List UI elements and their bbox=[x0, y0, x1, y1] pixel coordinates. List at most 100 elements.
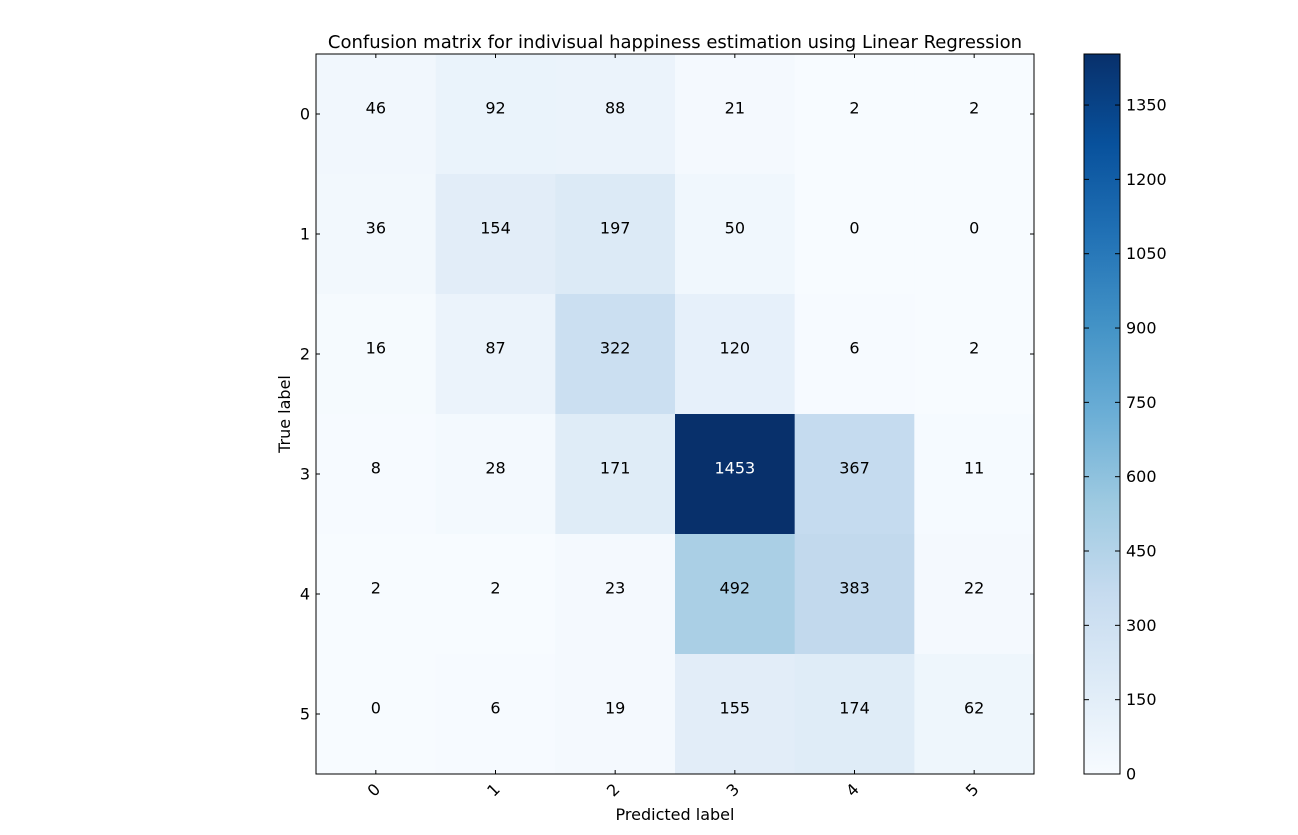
cell-value-r1-c3: 50 bbox=[725, 219, 745, 238]
heatmap-cell-r1-c0 bbox=[316, 174, 437, 295]
heatmap-cell-r1-c3 bbox=[675, 174, 796, 295]
y-tick-label-1: 1 bbox=[300, 225, 310, 244]
heatmap-cell-r0-c4 bbox=[794, 54, 915, 175]
cell-value-r5-c3: 155 bbox=[720, 699, 751, 718]
cell-value-r5-c0: 0 bbox=[371, 699, 381, 718]
cell-value-r2-c5: 2 bbox=[969, 339, 979, 358]
heatmap-cell-r3-c3 bbox=[675, 414, 796, 535]
cell-value-r5-c2: 19 bbox=[605, 699, 625, 718]
cell-value-r0-c5: 2 bbox=[969, 99, 979, 118]
colorbar-tick-label-3: 450 bbox=[1126, 542, 1157, 561]
colorbar-tick-label-8: 1200 bbox=[1126, 170, 1167, 189]
heatmap-cell-r4-c5 bbox=[914, 534, 1035, 655]
colorbar bbox=[1083, 53, 1121, 775]
chart-title: Confusion matrix for indivisual happines… bbox=[328, 32, 1022, 53]
cell-value-r5-c4: 174 bbox=[839, 699, 870, 718]
colorbar-tick-label-0: 0 bbox=[1126, 765, 1136, 784]
cell-value-r4-c4: 383 bbox=[839, 579, 870, 598]
x-tick-label-4: 4 bbox=[842, 780, 863, 801]
cell-value-r1-c4: 0 bbox=[849, 219, 859, 238]
x-axis-label: Predicted label bbox=[616, 805, 735, 824]
cell-value-r4-c2: 23 bbox=[605, 579, 625, 598]
cell-value-r0-c1: 92 bbox=[485, 99, 505, 118]
heatmap-cell-labels: 46 92 88 21 2 236 154 197 50 0 016 87 322 120 6 28 28 171… bbox=[366, 99, 985, 718]
colorbar-tick-label-1: 150 bbox=[1126, 690, 1157, 709]
cell-value-r3-c2: 171 bbox=[600, 459, 631, 478]
heatmap-cell-r3-c2 bbox=[555, 414, 676, 535]
heatmap-cell-r4-c4 bbox=[794, 534, 915, 655]
cell-value-r1-c1: 154 bbox=[480, 219, 511, 238]
cell-value-r5-c1: 6 bbox=[490, 699, 500, 718]
x-tick-label-0: 0 bbox=[364, 780, 385, 801]
colorbar-tick-label-7: 1050 bbox=[1126, 244, 1167, 263]
cell-value-r4-c0: 2 bbox=[371, 579, 381, 598]
colorbar-tick-label-9: 1350 bbox=[1126, 96, 1167, 115]
cell-value-r2-c3: 120 bbox=[720, 339, 751, 358]
heatmap-cell-r0-c5 bbox=[914, 54, 1035, 175]
heatmap-cell-r0-c0 bbox=[316, 54, 437, 175]
heatmap-cell-r1-c4 bbox=[794, 174, 915, 295]
colorbar-tick-label-5: 750 bbox=[1126, 393, 1157, 412]
x-tick-label-2: 2 bbox=[603, 780, 624, 801]
cell-value-r4-c3: 492 bbox=[720, 579, 751, 598]
y-tick-label-4: 4 bbox=[300, 585, 310, 604]
cell-value-r0-c4: 2 bbox=[849, 99, 859, 118]
colorbar-tick-label-4: 600 bbox=[1126, 467, 1157, 486]
cell-value-r1-c5: 0 bbox=[969, 219, 979, 238]
heatmap-cell-r2-c1 bbox=[435, 294, 556, 415]
x-tick-label-5: 5 bbox=[962, 780, 983, 801]
cell-value-r4-c5: 22 bbox=[964, 579, 984, 598]
y-axis-label: True label bbox=[275, 375, 294, 454]
cell-value-r1-c0: 36 bbox=[366, 219, 386, 238]
colorbar-tick-label-2: 300 bbox=[1126, 616, 1157, 635]
cell-value-r4-c1: 2 bbox=[490, 579, 500, 598]
heatmap-cell-r3-c1 bbox=[435, 414, 556, 535]
y-tick-label-0: 0 bbox=[300, 105, 310, 124]
cell-value-r2-c0: 16 bbox=[366, 339, 386, 358]
heatmap-cell-r1-c5 bbox=[914, 174, 1035, 295]
heatmap-cell-r2-c2 bbox=[555, 294, 676, 415]
cell-value-r0-c2: 88 bbox=[605, 99, 625, 118]
cell-value-r3-c1: 28 bbox=[485, 459, 505, 478]
x-tick-label-1: 1 bbox=[483, 780, 504, 801]
heatmap-cell-r0-c3 bbox=[675, 54, 796, 175]
heatmap-cell-r5-c2 bbox=[555, 654, 676, 775]
cell-value-r3-c3: 1453 bbox=[714, 459, 755, 478]
heatmap-cell-r4-c0 bbox=[316, 534, 437, 655]
cell-value-r5-c5: 62 bbox=[964, 699, 984, 718]
plot-frame bbox=[315, 53, 1035, 775]
cell-value-r2-c1: 87 bbox=[485, 339, 505, 358]
heatmap-cell-r1-c1 bbox=[435, 174, 556, 295]
y-tick-label-5: 5 bbox=[300, 705, 310, 724]
heatmap-cell-r0-c2 bbox=[555, 54, 676, 175]
cell-value-r1-c2: 197 bbox=[600, 219, 631, 238]
heatmap-cell-r1-c2 bbox=[555, 174, 676, 295]
heatmap-cell-r4-c3 bbox=[675, 534, 796, 655]
heatmap-cell-r4-c1 bbox=[435, 534, 556, 655]
heatmap-cell-r3-c5 bbox=[914, 414, 1035, 535]
cell-value-r3-c4: 367 bbox=[839, 459, 870, 478]
x-tick-label-3: 3 bbox=[723, 780, 744, 801]
cell-value-r3-c0: 8 bbox=[371, 459, 381, 478]
colorbar-ticks: 0 150 300 450 600 750 900 1050 1200 1350 bbox=[1084, 96, 1167, 784]
heatmap-cell-r0-c1 bbox=[435, 54, 556, 175]
cell-value-r0-c0: 46 bbox=[366, 99, 386, 118]
heatmap-cell-r3-c4 bbox=[794, 414, 915, 535]
heatmap-cell-r5-c3 bbox=[675, 654, 796, 775]
heatmap-cell-r2-c4 bbox=[794, 294, 915, 415]
heatmap-cell-r2-c0 bbox=[316, 294, 437, 415]
cell-value-r2-c2: 322 bbox=[600, 339, 631, 358]
y-tick-label-2: 2 bbox=[300, 345, 310, 364]
heatmap-cell-r5-c4 bbox=[794, 654, 915, 775]
heatmap-cell-r4-c2 bbox=[555, 534, 676, 655]
y-tick-label-3: 3 bbox=[300, 465, 310, 484]
heatmap-cell-r5-c1 bbox=[435, 654, 556, 775]
colorbar-tick-label-6: 900 bbox=[1126, 319, 1157, 338]
heatmap-cell-r2-c3 bbox=[675, 294, 796, 415]
cell-value-r2-c4: 6 bbox=[849, 339, 859, 358]
heatmap-cell-r2-c5 bbox=[914, 294, 1035, 415]
heatmap-cell-r3-c0 bbox=[316, 414, 437, 535]
cell-value-r3-c5: 11 bbox=[964, 459, 984, 478]
